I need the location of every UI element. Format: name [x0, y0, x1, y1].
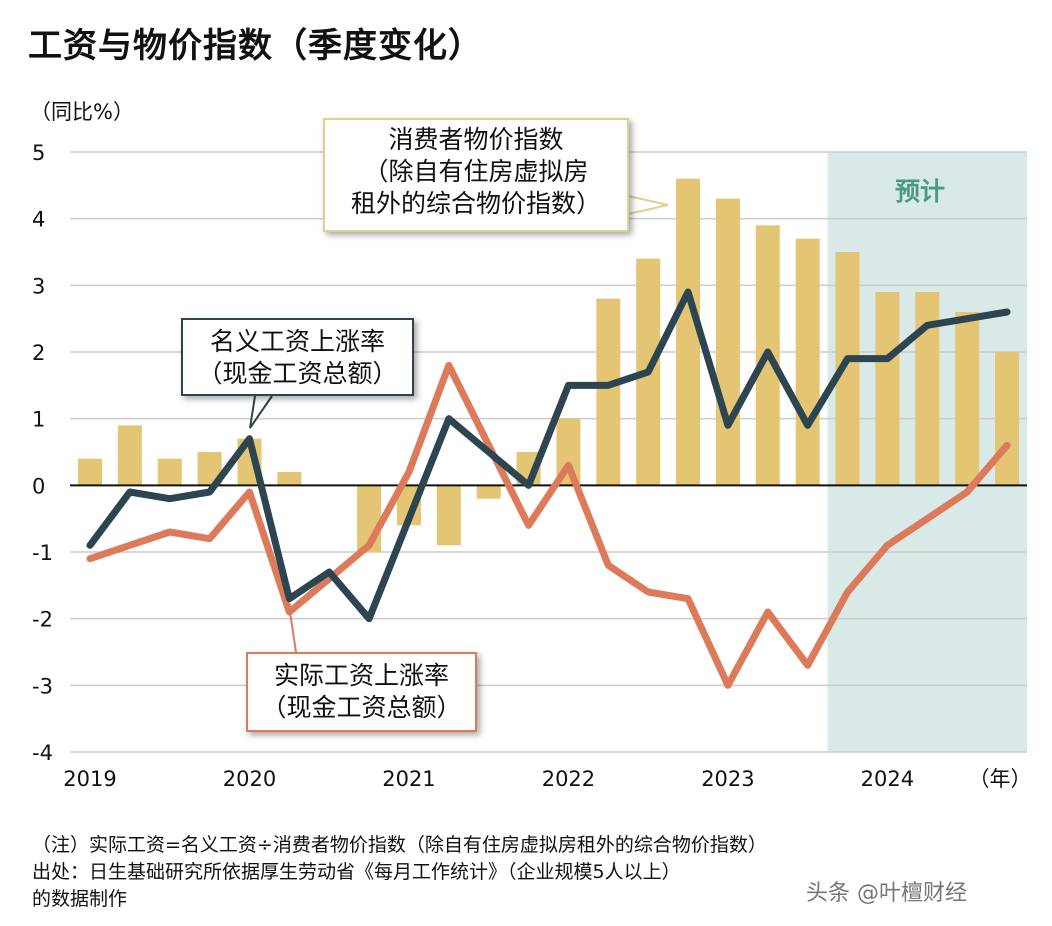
y-tick-label: 3	[32, 274, 45, 298]
x-tick-label: 2020	[223, 767, 276, 791]
cpi-label-line: 租外的综合物价指数）	[350, 189, 601, 218]
forecast-label: 预计	[895, 177, 946, 206]
nominal-label-line: 名义工资上涨率	[209, 327, 385, 356]
x-tick-label: 2022	[542, 767, 595, 791]
watermark: 头条 @叶檀财经	[806, 881, 967, 906]
real-label-line: 实际工资上涨率	[273, 661, 449, 690]
cpi-bar	[995, 352, 1020, 486]
cpi-bar	[78, 458, 102, 486]
x-tick-label: 2019	[63, 767, 116, 791]
nominal-wage-line	[86, 288, 1011, 623]
y-axis-unit-label: （同比%）	[30, 100, 134, 124]
cpi-bar	[157, 458, 182, 486]
real-label-line: （现金工资总额）	[261, 693, 462, 722]
y-tick-label: 0	[32, 474, 45, 498]
cpi-bar	[715, 198, 740, 486]
source-line: 的数据制作	[32, 888, 128, 910]
x-tick-label: 2021	[382, 767, 435, 791]
cpi-label-line: 消费者物价指数	[388, 125, 564, 154]
real-wage-line	[86, 361, 1011, 689]
chart-title: 工资与物价指数（季度变化）	[28, 26, 483, 66]
footnotes: （注）实际工资=名义工资÷消费者物价指数（除自有住房虚拟房租外的综合物价指数） …	[32, 832, 767, 913]
real-wage-series-label: 实际工资上涨率 （现金工资总额）	[246, 652, 477, 732]
real-callout-pointer	[289, 611, 297, 653]
cpi-callout-pointer	[627, 194, 669, 216]
nominal-label-line: （现金工资总额）	[197, 359, 398, 388]
cpi-bar	[117, 425, 142, 486]
y-tick-label: 1	[32, 408, 45, 432]
y-tick-label: -3	[32, 674, 53, 698]
cpi-series-label: 消费者物价指数 （除自有住房虚拟房 租外的综合物价指数）	[323, 118, 629, 232]
y-tick-label: 4	[32, 208, 45, 232]
cpi-bar	[676, 178, 701, 486]
nominal-wage-series-label: 名义工资上涨率 （现金工资总额）	[181, 318, 414, 396]
cpi-label-line: （除自有住房虚拟房	[363, 157, 589, 186]
nominal-callout-pointer	[249, 395, 273, 429]
x-axis-unit-label: （年）	[969, 767, 1032, 791]
note-line: （注）实际工资=名义工资÷消费者物价指数（除自有住房虚拟房租外的综合物价指数）	[32, 834, 767, 856]
y-tick-label: 5	[32, 141, 45, 165]
x-tick-label: 2024	[861, 767, 914, 791]
cpi-bar	[795, 238, 820, 486]
cpi-bar	[955, 312, 980, 486]
cpi-bar	[476, 485, 501, 499]
y-tick-label: -4	[32, 741, 53, 765]
y-tick-label: -2	[32, 608, 53, 632]
cpi-bar	[596, 298, 621, 486]
y-tick-label: -1	[32, 541, 53, 565]
x-tick-label: 2023	[701, 767, 754, 791]
cpi-bar	[436, 485, 461, 546]
cpi-bar	[277, 472, 302, 486]
y-tick-label: 2	[32, 341, 45, 365]
source-line: 出处：日生基础研究所依据厚生劳动省《每月工作统计》（企业规模5人以上）	[32, 861, 681, 883]
cpi-bar	[875, 292, 900, 486]
